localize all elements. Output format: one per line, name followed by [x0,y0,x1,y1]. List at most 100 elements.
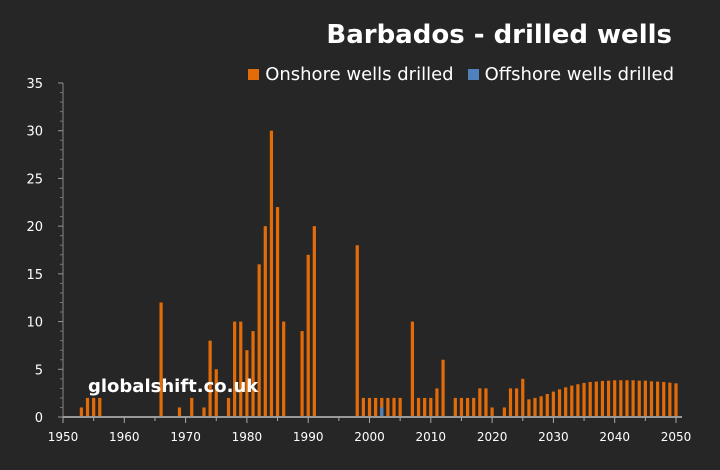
bar-onshore-1969 [177,407,182,417]
bar-onshore-2043 [631,380,635,417]
bar-onshore-1956 [98,397,102,417]
bar-onshore-2011 [435,388,439,417]
bar-onshore-1989 [300,331,304,417]
bar-onshore-2030 [551,391,555,417]
bar-onshore-2024 [515,388,519,417]
bar-onshore-2032 [564,387,568,417]
bar-onshore-2000 [367,397,372,417]
bar-onshore-2040 [613,380,617,417]
legend: Onshore wells drilled Offshore wells dri… [248,64,674,85]
bar-onshore-2042 [625,380,629,417]
watermark: globalshift.co.uk [88,376,259,397]
bar-onshore-1998 [355,245,359,417]
bar-onshore-1983 [263,226,267,417]
legend-swatch-onshore [248,69,260,80]
bar-onshore-2048 [662,381,666,417]
bar-onshore-1954 [85,397,90,417]
legend-swatch-offshore [467,69,479,80]
bar-onshore-2031 [557,389,562,417]
bar-onshore-2023 [508,388,513,417]
bar-onshore-1982 [257,264,261,417]
x-tick-label: 2010 [416,430,447,444]
x-tick-label: 1960 [109,430,140,444]
legend-item-offshore: Offshore wells drilled [467,64,674,85]
bar-onshore-2005 [398,397,402,417]
bar-onshore-2045 [643,380,647,417]
bar-onshore-1979 [239,321,243,417]
bar-onshore-2010 [429,397,433,417]
bar-onshore-2044 [637,380,641,417]
bar-onshore-2027 [533,397,537,417]
bar-onshore-2026 [527,399,531,417]
bar-onshore-1999 [361,397,365,417]
bar-onshore-2014 [453,397,457,417]
bar-onshore-2049 [668,382,672,417]
y-tick-label: 30 [26,125,43,140]
bar-onshore-2018 [478,388,482,417]
y-tick-label: 5 [35,363,43,378]
legend-label-onshore: Onshore wells drilled [265,64,454,85]
y-tick-label: 0 [35,411,43,426]
bar-onshore-2046 [649,381,654,417]
x-tick-label: 2000 [354,430,385,444]
y-tick-label: 35 [26,77,43,92]
bar-onshore-2037 [594,381,598,417]
x-tick-label: 1950 [48,430,79,444]
x-tick-label: 2050 [661,430,692,444]
y-tick-label: 15 [26,268,43,283]
bar-onshore-1953 [79,407,83,417]
bar-onshore-2039 [606,380,611,417]
bar-onshore-1977 [226,397,231,417]
x-tick-label: 2040 [599,430,630,444]
legend-item-onshore: Onshore wells drilled [248,64,454,85]
bar-onshore-2022 [502,407,506,417]
bar-onshore-1955 [92,397,96,417]
bar-onshore-1971 [190,397,194,417]
bar-onshore-2034 [576,384,580,417]
y-tick-label: 20 [26,220,43,235]
bar-onshore-2001 [374,397,378,417]
bar-onshore-2029 [545,394,549,417]
bar-onshore-2012 [441,359,445,417]
bar-onshore-1966 [159,302,163,417]
bar-onshore-2019 [484,388,488,417]
bar-onshore-2015 [459,397,464,417]
bar-onshore-2025 [521,378,525,417]
bar-onshore-2038 [600,380,605,417]
bar-onshore-2003 [386,397,390,417]
bar-onshore-2036 [588,381,592,417]
bar-onshore-1973 [202,407,206,417]
bar-onshore-1974 [208,340,212,417]
y-tick-label: 25 [26,172,43,187]
bar-onshore-2017 [472,397,476,417]
bar-onshore-2050 [674,383,678,417]
legend-label-offshore: Offshore wells drilled [484,64,674,85]
bar-onshore-2007 [410,321,415,417]
bar-onshore-1990 [306,254,310,417]
bar-onshore-2041 [619,380,623,417]
bar-onshore-1984 [269,130,274,417]
chart-title: Barbados - drilled wells [326,20,672,50]
x-tick-label: 2030 [538,430,569,444]
x-tick-label: 1990 [293,430,324,444]
bar-onshore-1978 [233,321,237,417]
bar-onshore-2016 [465,397,470,417]
y-tick-label: 10 [26,316,43,331]
bar-onshore-1985 [275,207,280,417]
x-tick-label: 2020 [477,430,508,444]
bar-onshore-1986 [282,321,286,417]
bar-offshore-2002 [380,407,384,417]
bar-onshore-2020 [490,407,494,417]
bar-onshore-1981 [251,331,255,417]
bar-onshore-2033 [570,385,574,417]
bar-onshore-2008 [416,397,421,417]
bar-onshore-2009 [423,397,427,417]
bar-onshore-2047 [656,381,660,417]
bar-onshore-1975 [214,369,218,417]
bar-onshore-2035 [582,382,586,417]
bar-onshore-2028 [539,396,543,417]
x-tick-label: 1980 [232,430,263,444]
bar-onshore-1980 [245,350,249,417]
bar-onshore-2004 [392,397,396,417]
